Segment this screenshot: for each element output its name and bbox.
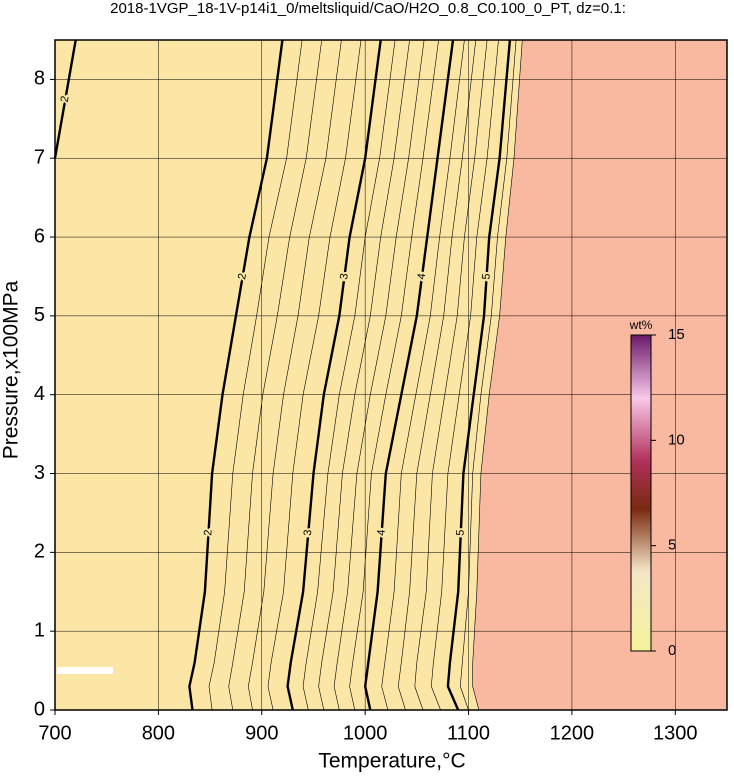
colorbar-ramp bbox=[630, 334, 652, 652]
contour-minor bbox=[318, 39, 410, 711]
contour-major bbox=[53, 39, 77, 159]
colorbar-label: wt% bbox=[629, 318, 653, 332]
chart-title: 2018-1VGP_18-1V-p14i1_0/meltsliquid/CaO/… bbox=[110, 0, 626, 17]
colorbar: wt% 0 5 10 15 bbox=[629, 318, 685, 659]
contour-major bbox=[188, 39, 284, 711]
contour-label: 5 bbox=[455, 529, 467, 536]
x-tick-label: 1200 bbox=[550, 722, 595, 744]
y-tick-label: 0 bbox=[34, 698, 45, 720]
contour-minor bbox=[381, 39, 465, 711]
contour-minor bbox=[459, 39, 517, 711]
y-tick-label: 1 bbox=[34, 619, 45, 641]
x-tick-label: 1100 bbox=[447, 722, 490, 744]
contour-minor bbox=[208, 39, 303, 711]
contour-minor bbox=[397, 39, 477, 711]
y-tick-label: 3 bbox=[34, 462, 45, 484]
contour-label: 3 bbox=[338, 273, 351, 281]
y-tick-label: 7 bbox=[34, 147, 45, 169]
y-tick-label: 4 bbox=[34, 383, 45, 405]
x-tick-label: 800 bbox=[142, 722, 175, 744]
y-tick-label: 2 bbox=[34, 541, 45, 563]
contour-major bbox=[363, 39, 455, 711]
y-tick-label: 5 bbox=[34, 304, 45, 326]
colorbar-tick-label: 0 bbox=[668, 642, 676, 659]
colorbar-tick-label: 10 bbox=[668, 431, 685, 448]
field-high bbox=[472, 40, 727, 710]
contour-label: 4 bbox=[375, 529, 387, 536]
y-axis-label: Pressure,x100MPa bbox=[0, 280, 23, 459]
contour-minor bbox=[349, 39, 439, 711]
contour-label: 2 bbox=[202, 529, 214, 536]
contour-label: 3 bbox=[302, 529, 314, 536]
contour-label: 4 bbox=[416, 273, 429, 281]
x-tick-label: 1000 bbox=[343, 722, 388, 744]
contour-minor bbox=[247, 39, 342, 711]
contour-label: 5 bbox=[480, 273, 492, 280]
contour-minor bbox=[414, 39, 488, 711]
contour-minor bbox=[302, 39, 396, 711]
contour-minor bbox=[472, 39, 523, 711]
x-tick-label: 900 bbox=[245, 722, 278, 744]
contour-minor bbox=[333, 39, 425, 711]
contour-minor bbox=[430, 39, 499, 711]
x-tick-label: 1300 bbox=[653, 722, 698, 744]
plot-frame bbox=[54, 39, 728, 711]
colorbar-tick-label: 5 bbox=[668, 537, 676, 554]
contour-minor bbox=[267, 39, 362, 711]
contour-minor bbox=[228, 39, 322, 711]
contour-major bbox=[286, 39, 382, 711]
y-tick-label: 8 bbox=[34, 68, 45, 90]
colorbar-tick-label: 15 bbox=[668, 326, 685, 343]
y-tick-label: 6 bbox=[34, 225, 45, 247]
x-tick-label: 700 bbox=[38, 722, 71, 744]
scale-bar bbox=[57, 667, 113, 674]
x-axis-label: Temperature,°C bbox=[318, 750, 465, 773]
